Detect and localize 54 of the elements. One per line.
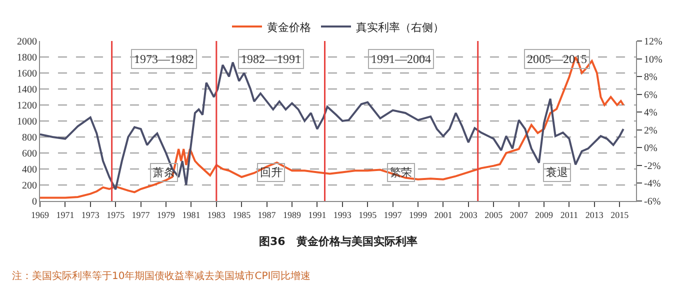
x-tick-label: 2007 [510, 210, 528, 220]
text: 图36 黄金价格与美国实际利率 [259, 235, 418, 248]
y2-tick-label: -6% [644, 196, 661, 208]
y-tick-label: 1800 [17, 52, 37, 64]
y-tick-label: 400 [22, 164, 37, 176]
y-tick-label: 600 [22, 148, 37, 160]
y-tick-label: 0 [32, 196, 37, 208]
y2-tick-label: -2% [644, 160, 661, 172]
x-tick-label: 2011 [560, 210, 578, 220]
x-tick-label: 2003 [459, 210, 478, 220]
y-tick-label: 1000 [17, 116, 37, 128]
x-tick-label: 1973 [81, 210, 100, 220]
y-tick-label: 1200 [17, 100, 37, 112]
x-tick-label: 1975 [106, 210, 126, 220]
y2-tick-label: 10% [644, 54, 662, 66]
x-tick-label: 1991 [308, 210, 326, 220]
y2-tick-label: 4% [644, 108, 658, 119]
annotation: 1982—1991 [241, 52, 301, 66]
x-tick-label: 2013 [585, 210, 604, 220]
x-tick-label: 1995 [358, 210, 378, 220]
x-tick-label: 1997 [384, 210, 402, 220]
x-tick-label: 1999 [409, 210, 428, 220]
x-tick-label: 2009 [535, 210, 554, 220]
x-tick-label: 1985 [232, 210, 252, 220]
text: 注：美国实际利率等于10年期国债收益率减去美国城市CPI同比增速 [12, 270, 311, 282]
y-tick-label: 200 [22, 180, 37, 192]
y2-tick-label: 12% [644, 36, 662, 48]
x-tick-label: 1969 [31, 210, 50, 220]
x-tick-label: 1983 [207, 210, 226, 220]
x-tick-label: 1971 [56, 210, 74, 220]
y2-tick-label: -4% [644, 178, 661, 190]
x-tick-label: 2005 [484, 210, 504, 220]
y2-tick-label: 0% [644, 143, 658, 154]
y2-tick-label: 2% [644, 125, 658, 136]
x-tick-label: 1989 [283, 210, 302, 220]
y2-tick-label: 8% [644, 72, 658, 84]
y-tick-label: 1400 [17, 84, 37, 96]
y-tick-label: 800 [22, 132, 37, 144]
x-tick-label: 1987 [258, 210, 276, 220]
annotation: 回升 [260, 166, 282, 179]
x-tick-label: 2001 [434, 210, 452, 220]
x-tick-label: 1993 [333, 210, 352, 220]
y-tick-label: 2000 [17, 36, 37, 48]
y-tick-label: 1600 [17, 68, 37, 80]
y2-tick-label: 6% [644, 90, 658, 101]
x-tick-label: 1977 [132, 210, 150, 220]
annotation: 1973—1982 [134, 52, 194, 66]
x-tick-label: 2015 [610, 210, 630, 220]
annotation: 衰退 [546, 166, 568, 179]
x-tick-label: 1981 [182, 210, 200, 220]
annotation: 1991—2004 [371, 52, 431, 66]
legend-label: 黄金价格 [267, 20, 311, 34]
x-tick-label: 1979 [157, 210, 176, 220]
legend-label: 真实利率（右侧） [356, 20, 444, 34]
